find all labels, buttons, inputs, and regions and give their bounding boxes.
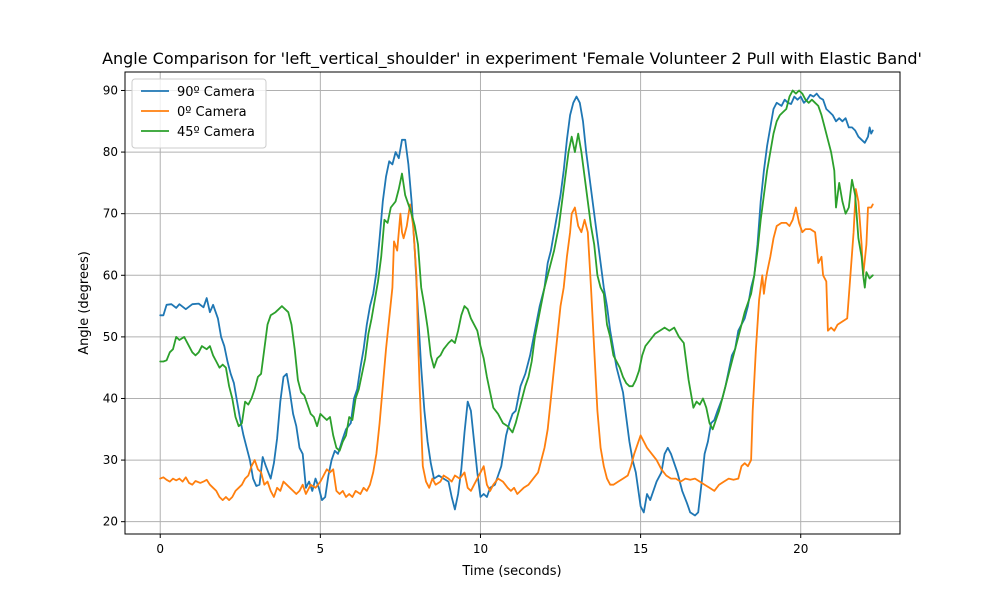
legend-label-45-camera: 45º Camera <box>177 125 255 140</box>
y-tick-label: 70 <box>103 207 118 221</box>
x-tick-label: 0 <box>156 542 164 556</box>
series-layer <box>159 89 874 517</box>
y-tick-label: 50 <box>103 330 118 344</box>
x-tick-label: 20 <box>793 542 808 556</box>
chart-title: Angle Comparison for 'left_vertical_shou… <box>102 49 922 69</box>
series-line-0-camera <box>159 188 874 501</box>
x-tick-label: 15 <box>633 542 648 556</box>
y-tick-label: 30 <box>103 453 118 467</box>
series-line-45-camera <box>159 89 874 452</box>
x-axis-label: Time (seconds) <box>461 564 561 579</box>
x-tick-label: 10 <box>473 542 488 556</box>
x-tick-label: 5 <box>317 542 325 556</box>
y-tick-label: 20 <box>103 515 118 529</box>
series-line-90-camera <box>159 92 874 517</box>
grid <box>125 72 900 534</box>
legend-label-90-camera: 90º Camera <box>177 85 255 100</box>
y-tick-label: 90 <box>103 83 118 97</box>
legend: 90º Camera 0º Camera 45º Camera <box>131 78 267 149</box>
legend-label-0-camera: 0º Camera <box>177 105 247 120</box>
y-axis-label: Angle (degrees) <box>77 251 92 355</box>
y-tick-label: 40 <box>103 391 118 405</box>
y-tick-label: 60 <box>103 268 118 282</box>
plot-frame <box>124 71 901 535</box>
axis-ticks: 0 5 10 15 20 20 30 40 50 60 70 80 90 <box>103 83 809 556</box>
y-tick-label: 80 <box>103 145 118 159</box>
